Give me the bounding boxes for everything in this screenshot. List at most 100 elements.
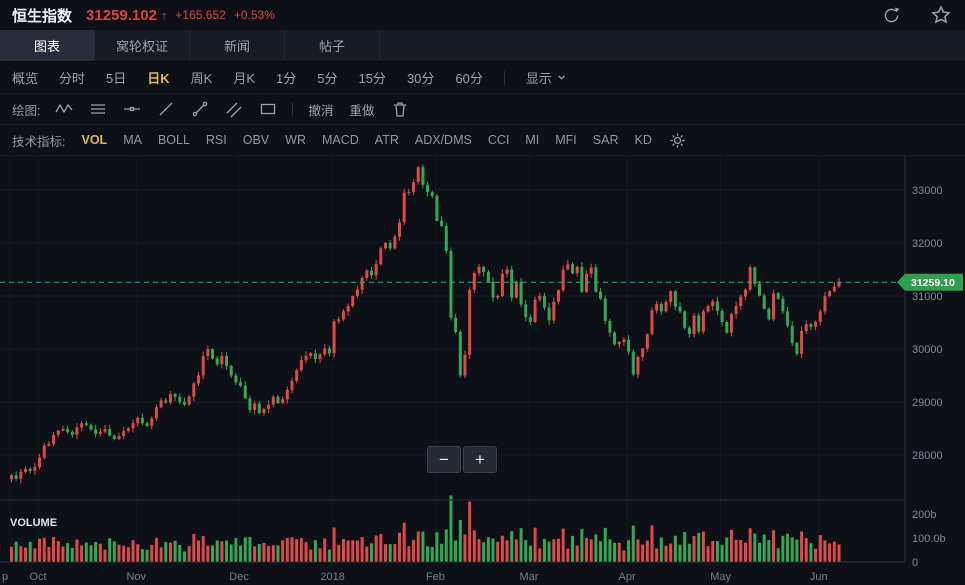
candle: [323, 348, 327, 355]
candle: [80, 423, 84, 428]
volume-bar: [528, 545, 532, 562]
volume-bar: [458, 519, 462, 562]
undo-button[interactable]: 撤消: [307, 99, 334, 120]
candle: [636, 356, 640, 375]
indicator-vol[interactable]: VOL: [81, 133, 108, 147]
volume-bar: [89, 545, 93, 562]
indicator-rsi[interactable]: RSI: [205, 133, 227, 147]
display-dropdown[interactable]: 显示: [526, 68, 566, 87]
candle: [47, 443, 51, 446]
volume-bar: [402, 522, 406, 562]
candle: [603, 298, 607, 321]
candle: [435, 195, 439, 221]
trend-line-tool-button[interactable]: [156, 99, 176, 119]
volume-bar: [519, 528, 523, 562]
candle: [510, 269, 514, 298]
current-price-tag: [897, 273, 963, 291]
volume-bar: [38, 538, 42, 562]
volume-bar: [295, 539, 299, 562]
candle: [758, 283, 761, 296]
indicator-boll[interactable]: BOLL: [157, 133, 190, 147]
candle: [650, 310, 654, 335]
indicator-atr[interactable]: ATR: [374, 133, 399, 147]
indicator-mfi[interactable]: MFI: [555, 133, 577, 147]
candle: [711, 301, 715, 307]
volume-bar: [706, 546, 710, 562]
period-60min[interactable]: 60分: [455, 71, 483, 86]
candlestick-chart[interactable]: 33000 32000 31000 30000 29000 28000 200b 100.0b…: [0, 156, 965, 585]
volume-bar: [178, 545, 182, 562]
rectangle-tool-button[interactable]: [258, 99, 278, 119]
indicator-obv[interactable]: OBV: [242, 133, 270, 147]
volume-bar: [776, 548, 780, 562]
period-15min[interactable]: 15分: [358, 71, 386, 86]
volume-bar: [687, 543, 691, 562]
tab-posts[interactable]: 帖子: [285, 30, 380, 61]
segment-tool-button[interactable]: [190, 99, 210, 119]
horizontal-line-tool-button[interactable]: [122, 99, 142, 119]
chart-area: 33000 32000 31000 30000 29000 28000 200b 100.0b…: [0, 156, 965, 585]
candle: [103, 429, 107, 432]
multi-line-tool-button[interactable]: [88, 99, 108, 119]
delete-drawings-button[interactable]: [390, 99, 410, 119]
period-overview[interactable]: 概览: [12, 71, 39, 86]
zoom-out-button[interactable]: −: [427, 446, 461, 473]
period-intraday[interactable]: 分时: [59, 71, 86, 86]
freehand-wave-tool-button[interactable]: [54, 99, 74, 119]
period-30min[interactable]: 30分: [406, 71, 435, 86]
indicator-wr[interactable]: WR: [285, 133, 306, 147]
indicator-mi[interactable]: MI: [525, 133, 540, 147]
period-5day[interactable]: 5日: [106, 71, 127, 86]
indicator-settings-button[interactable]: [668, 131, 687, 150]
indicator-kd[interactable]: KD: [634, 133, 652, 147]
candle: [500, 273, 504, 296]
period-1min[interactable]: 1分: [276, 71, 297, 86]
candle: [243, 385, 247, 399]
period-5min[interactable]: 5分: [317, 71, 338, 86]
tab-bar: 图表 窝轮权证 新闻 帖子: [0, 30, 965, 62]
tab-news[interactable]: 新闻: [190, 30, 285, 61]
indicator-adx-dms[interactable]: ADX/DMS: [414, 133, 472, 147]
indicator-cci[interactable]: CCI: [487, 133, 510, 147]
candle: [182, 402, 186, 405]
redo-button[interactable]: 重做: [349, 99, 376, 120]
refresh-button[interactable]: [880, 4, 903, 27]
volume-bar: [52, 536, 56, 562]
favorite-star-button[interactable]: [929, 3, 953, 27]
volume-bar: [772, 530, 776, 562]
candle: [809, 324, 813, 327]
candle: [772, 293, 776, 320]
volume-bar: [790, 537, 794, 562]
candle: [28, 468, 32, 471]
volume-bar: [365, 546, 369, 562]
volume-bar: [384, 544, 387, 562]
volume-bar: [556, 538, 560, 562]
candle: [608, 320, 612, 333]
candle: [24, 468, 28, 472]
zoom-in-button[interactable]: +: [463, 446, 497, 473]
candle: [743, 289, 747, 297]
period-divider: [503, 70, 505, 85]
candle: [599, 291, 603, 299]
volume-bar: [542, 538, 546, 562]
candle: [468, 289, 472, 355]
candle: [528, 317, 532, 322]
candle: [687, 327, 691, 335]
indicator-sar[interactable]: SAR: [592, 133, 619, 147]
volume-bar: [108, 538, 112, 562]
volume-axis-label: 200b: [912, 509, 936, 521]
period-monthly-k[interactable]: 月K: [233, 71, 255, 86]
indicator-ma[interactable]: MA: [123, 133, 142, 147]
candle: [285, 389, 289, 400]
candle: [472, 273, 476, 290]
volume-bar: [758, 542, 761, 562]
candle: [622, 339, 626, 343]
channel-tool-button[interactable]: [224, 99, 244, 119]
volume-bar: [304, 542, 308, 562]
volume-bar: [103, 549, 107, 562]
tab-chart[interactable]: 图表: [0, 30, 95, 61]
period-weekly-k[interactable]: 周K: [190, 71, 213, 86]
period-daily-k[interactable]: 日K: [147, 71, 170, 86]
tab-warrants[interactable]: 窝轮权证: [95, 30, 190, 61]
indicator-macd[interactable]: MACD: [321, 133, 359, 147]
